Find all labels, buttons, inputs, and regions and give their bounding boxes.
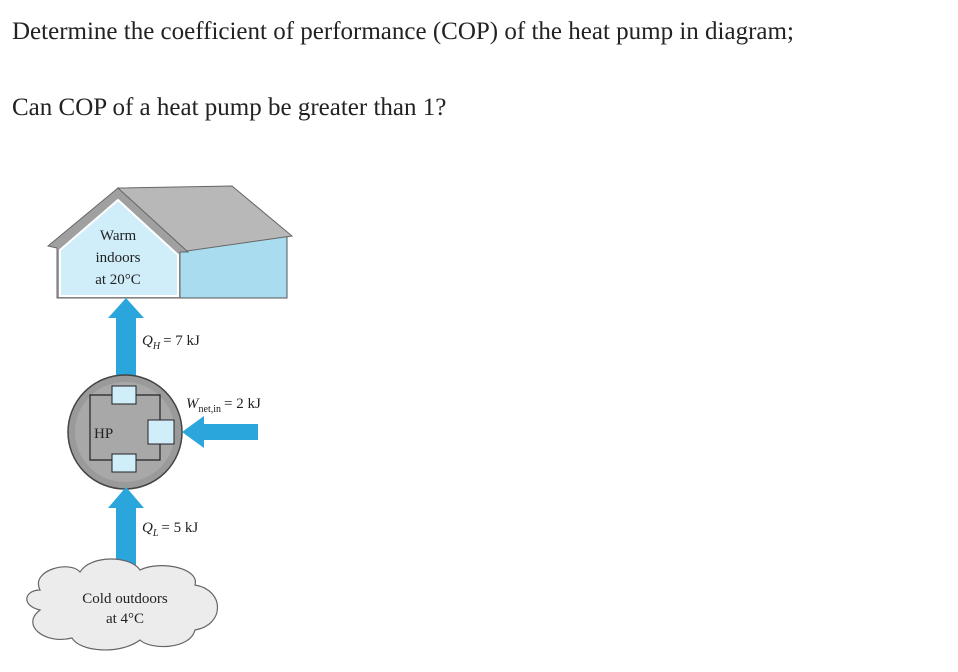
arrow — [108, 298, 144, 376]
subscript: L — [152, 528, 159, 539]
outdoors-label: at 4°C — [106, 611, 144, 627]
work-label: Wnet,in = 2 kJ — [186, 396, 261, 415]
heat-label: QH = 7 kJ — [142, 333, 200, 352]
heat-label: QL = 5 kJ — [142, 520, 198, 539]
indoors-label: Warm — [100, 228, 137, 244]
subscript: H — [152, 341, 161, 352]
value: = 5 kJ — [161, 520, 198, 536]
value: = 2 kJ — [224, 396, 261, 412]
indoors-label: indoors — [96, 250, 141, 266]
symbol: W — [186, 396, 200, 412]
house-front — [59, 198, 179, 297]
symbol: Q — [142, 520, 153, 536]
outdoors-label: Cold outdoors — [82, 591, 168, 607]
symbol: Q — [142, 333, 153, 349]
compressor — [147, 419, 175, 445]
arrow — [108, 487, 144, 568]
hp-label: HP — [94, 426, 113, 442]
cloud — [26, 558, 219, 651]
question-line: Can COP of a heat pump be greater than 1… — [12, 94, 447, 121]
circuit — [89, 394, 161, 461]
question-line: Determine the coefficient of performance… — [12, 18, 794, 45]
subscript: net,in — [199, 404, 222, 415]
indoors-label: at 20°C — [95, 272, 141, 288]
component — [111, 385, 137, 405]
component — [111, 453, 137, 473]
arrow — [182, 416, 258, 448]
value: = 7 kJ — [163, 333, 200, 349]
heat-pump-inner — [75, 382, 175, 482]
